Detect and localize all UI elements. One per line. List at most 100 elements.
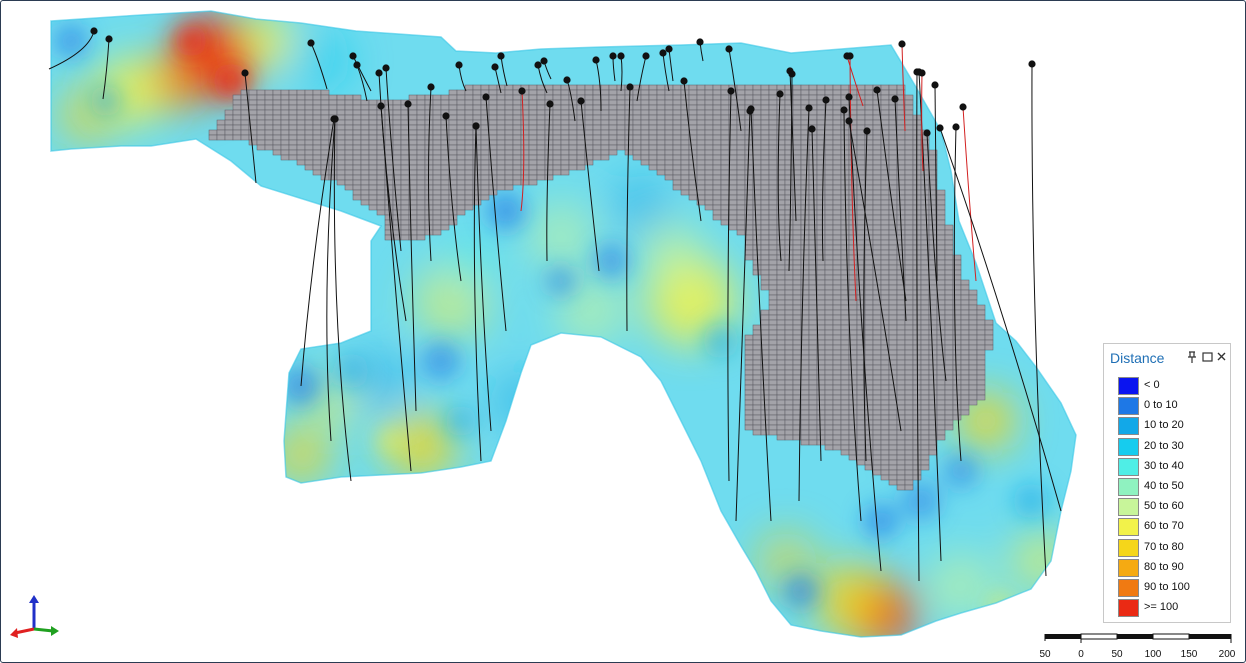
well-collar-marker[interactable]	[846, 52, 854, 60]
restore-window-icon[interactable]	[1202, 351, 1213, 366]
well-trace[interactable]	[876, 89, 907, 302]
well-collar-marker[interactable]	[540, 57, 548, 65]
well-collar-marker[interactable]	[642, 52, 650, 60]
well-collar-marker[interactable]	[805, 104, 813, 112]
well-trace[interactable]	[595, 59, 602, 112]
well-trace[interactable]	[846, 55, 864, 107]
well-collar-marker[interactable]	[377, 102, 385, 110]
well-trace[interactable]	[580, 100, 600, 272]
well-trace[interactable]	[848, 96, 882, 572]
well-collar-marker[interactable]	[518, 87, 526, 95]
well-collar-marker[interactable]	[863, 127, 871, 135]
well-trace[interactable]	[939, 127, 1062, 512]
well-collar-marker[interactable]	[546, 100, 554, 108]
well-trace[interactable]	[788, 73, 793, 272]
well-collar-marker[interactable]	[592, 56, 600, 64]
well-collar-marker[interactable]	[491, 63, 499, 71]
well-trace[interactable]	[916, 71, 920, 582]
well-collar-marker[interactable]	[626, 83, 634, 91]
well-collar-marker[interactable]	[845, 93, 853, 101]
pin-icon[interactable]	[1187, 351, 1197, 367]
well-collar-marker[interactable]	[482, 93, 490, 101]
well-collar-marker[interactable]	[873, 86, 881, 94]
well-trace[interactable]	[102, 38, 110, 100]
well-collar-marker[interactable]	[959, 103, 967, 111]
well-collar-marker[interactable]	[725, 45, 733, 53]
well-collar-marker[interactable]	[931, 81, 939, 89]
well-trace[interactable]	[750, 108, 772, 522]
well-trace[interactable]	[728, 48, 742, 132]
well-collar-marker[interactable]	[840, 106, 848, 114]
well-trace[interactable]	[300, 118, 335, 387]
well-collar-marker[interactable]	[427, 83, 435, 91]
well-collar-marker[interactable]	[241, 69, 249, 77]
well-trace[interactable]	[385, 67, 402, 252]
well-trace[interactable]	[326, 118, 336, 442]
well-trace[interactable]	[1031, 63, 1047, 577]
well-trace[interactable]	[380, 105, 412, 472]
well-trace[interactable]	[735, 110, 751, 522]
well-collar-marker[interactable]	[788, 70, 796, 78]
well-collar-marker[interactable]	[727, 87, 735, 95]
well-trace[interactable]	[953, 126, 962, 462]
well-trace[interactable]	[333, 118, 352, 482]
well-trace[interactable]	[921, 72, 924, 172]
well-trace[interactable]	[901, 43, 906, 132]
well-collar-marker[interactable]	[747, 105, 755, 113]
well-collar-marker[interactable]	[331, 115, 339, 123]
well-trace[interactable]	[428, 86, 432, 262]
well-trace[interactable]	[863, 130, 868, 462]
well-collar-marker[interactable]	[952, 123, 960, 131]
well-collar-marker[interactable]	[472, 122, 480, 130]
well-trace[interactable]	[777, 93, 782, 262]
well-trace[interactable]	[475, 125, 492, 432]
well-trace[interactable]	[843, 109, 862, 522]
well-collar-marker[interactable]	[577, 97, 585, 105]
well-collar-marker[interactable]	[845, 117, 853, 125]
well-collar-marker[interactable]	[776, 90, 784, 98]
well-collar-marker[interactable]	[105, 35, 113, 43]
well-trace[interactable]	[407, 103, 417, 412]
well-collar-marker[interactable]	[497, 52, 505, 60]
well-collar-marker[interactable]	[891, 95, 899, 103]
well-trace[interactable]	[546, 103, 551, 262]
well-trace[interactable]	[894, 98, 907, 322]
well-collar-marker[interactable]	[90, 27, 98, 35]
well-trace[interactable]	[244, 72, 257, 184]
well-trace[interactable]	[485, 96, 507, 332]
well-collar-marker[interactable]	[665, 45, 673, 53]
well-trace[interactable]	[683, 80, 702, 222]
well-collar-marker[interactable]	[353, 61, 361, 69]
well-collar-marker[interactable]	[659, 49, 667, 57]
well-collar-marker[interactable]	[455, 61, 463, 69]
well-collar-marker[interactable]	[404, 100, 412, 108]
well-collar-marker[interactable]	[534, 61, 542, 69]
well-trace[interactable]	[727, 90, 732, 482]
well-collar-marker[interactable]	[680, 77, 688, 85]
well-collar-marker[interactable]	[918, 69, 926, 77]
well-collar-marker[interactable]	[563, 76, 571, 84]
well-collar-marker[interactable]	[609, 52, 617, 60]
well-trace[interactable]	[445, 115, 462, 282]
well-trace[interactable]	[849, 55, 857, 302]
well-collar-marker[interactable]	[349, 52, 357, 60]
well-traces[interactable]	[48, 27, 1062, 582]
well-trace[interactable]	[473, 125, 482, 462]
close-icon[interactable]	[1216, 351, 1227, 366]
well-collar-marker[interactable]	[936, 124, 944, 132]
well-collar-marker[interactable]	[375, 69, 383, 77]
well-collar-marker[interactable]	[696, 38, 704, 46]
well-trace[interactable]	[789, 70, 797, 222]
well-collar-marker[interactable]	[923, 129, 931, 137]
well-trace[interactable]	[626, 86, 631, 332]
well-collar-marker[interactable]	[617, 52, 625, 60]
well-collar-marker[interactable]	[822, 96, 830, 104]
well-trace[interactable]	[926, 132, 947, 382]
well-collar-marker[interactable]	[898, 40, 906, 48]
well-trace[interactable]	[520, 90, 525, 212]
well-trace[interactable]	[962, 106, 977, 282]
well-trace[interactable]	[821, 99, 827, 262]
well-collar-marker[interactable]	[1028, 60, 1036, 68]
